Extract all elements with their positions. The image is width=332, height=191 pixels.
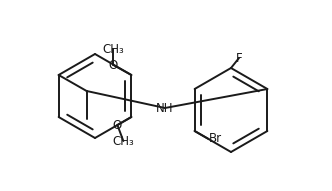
Text: CH₃: CH₃ xyxy=(113,134,134,147)
Text: Br: Br xyxy=(208,133,222,146)
Text: O: O xyxy=(109,58,118,71)
Text: CH₃: CH₃ xyxy=(103,43,124,56)
Text: F: F xyxy=(236,52,242,65)
Text: NH: NH xyxy=(156,101,174,114)
Text: O: O xyxy=(113,118,122,131)
